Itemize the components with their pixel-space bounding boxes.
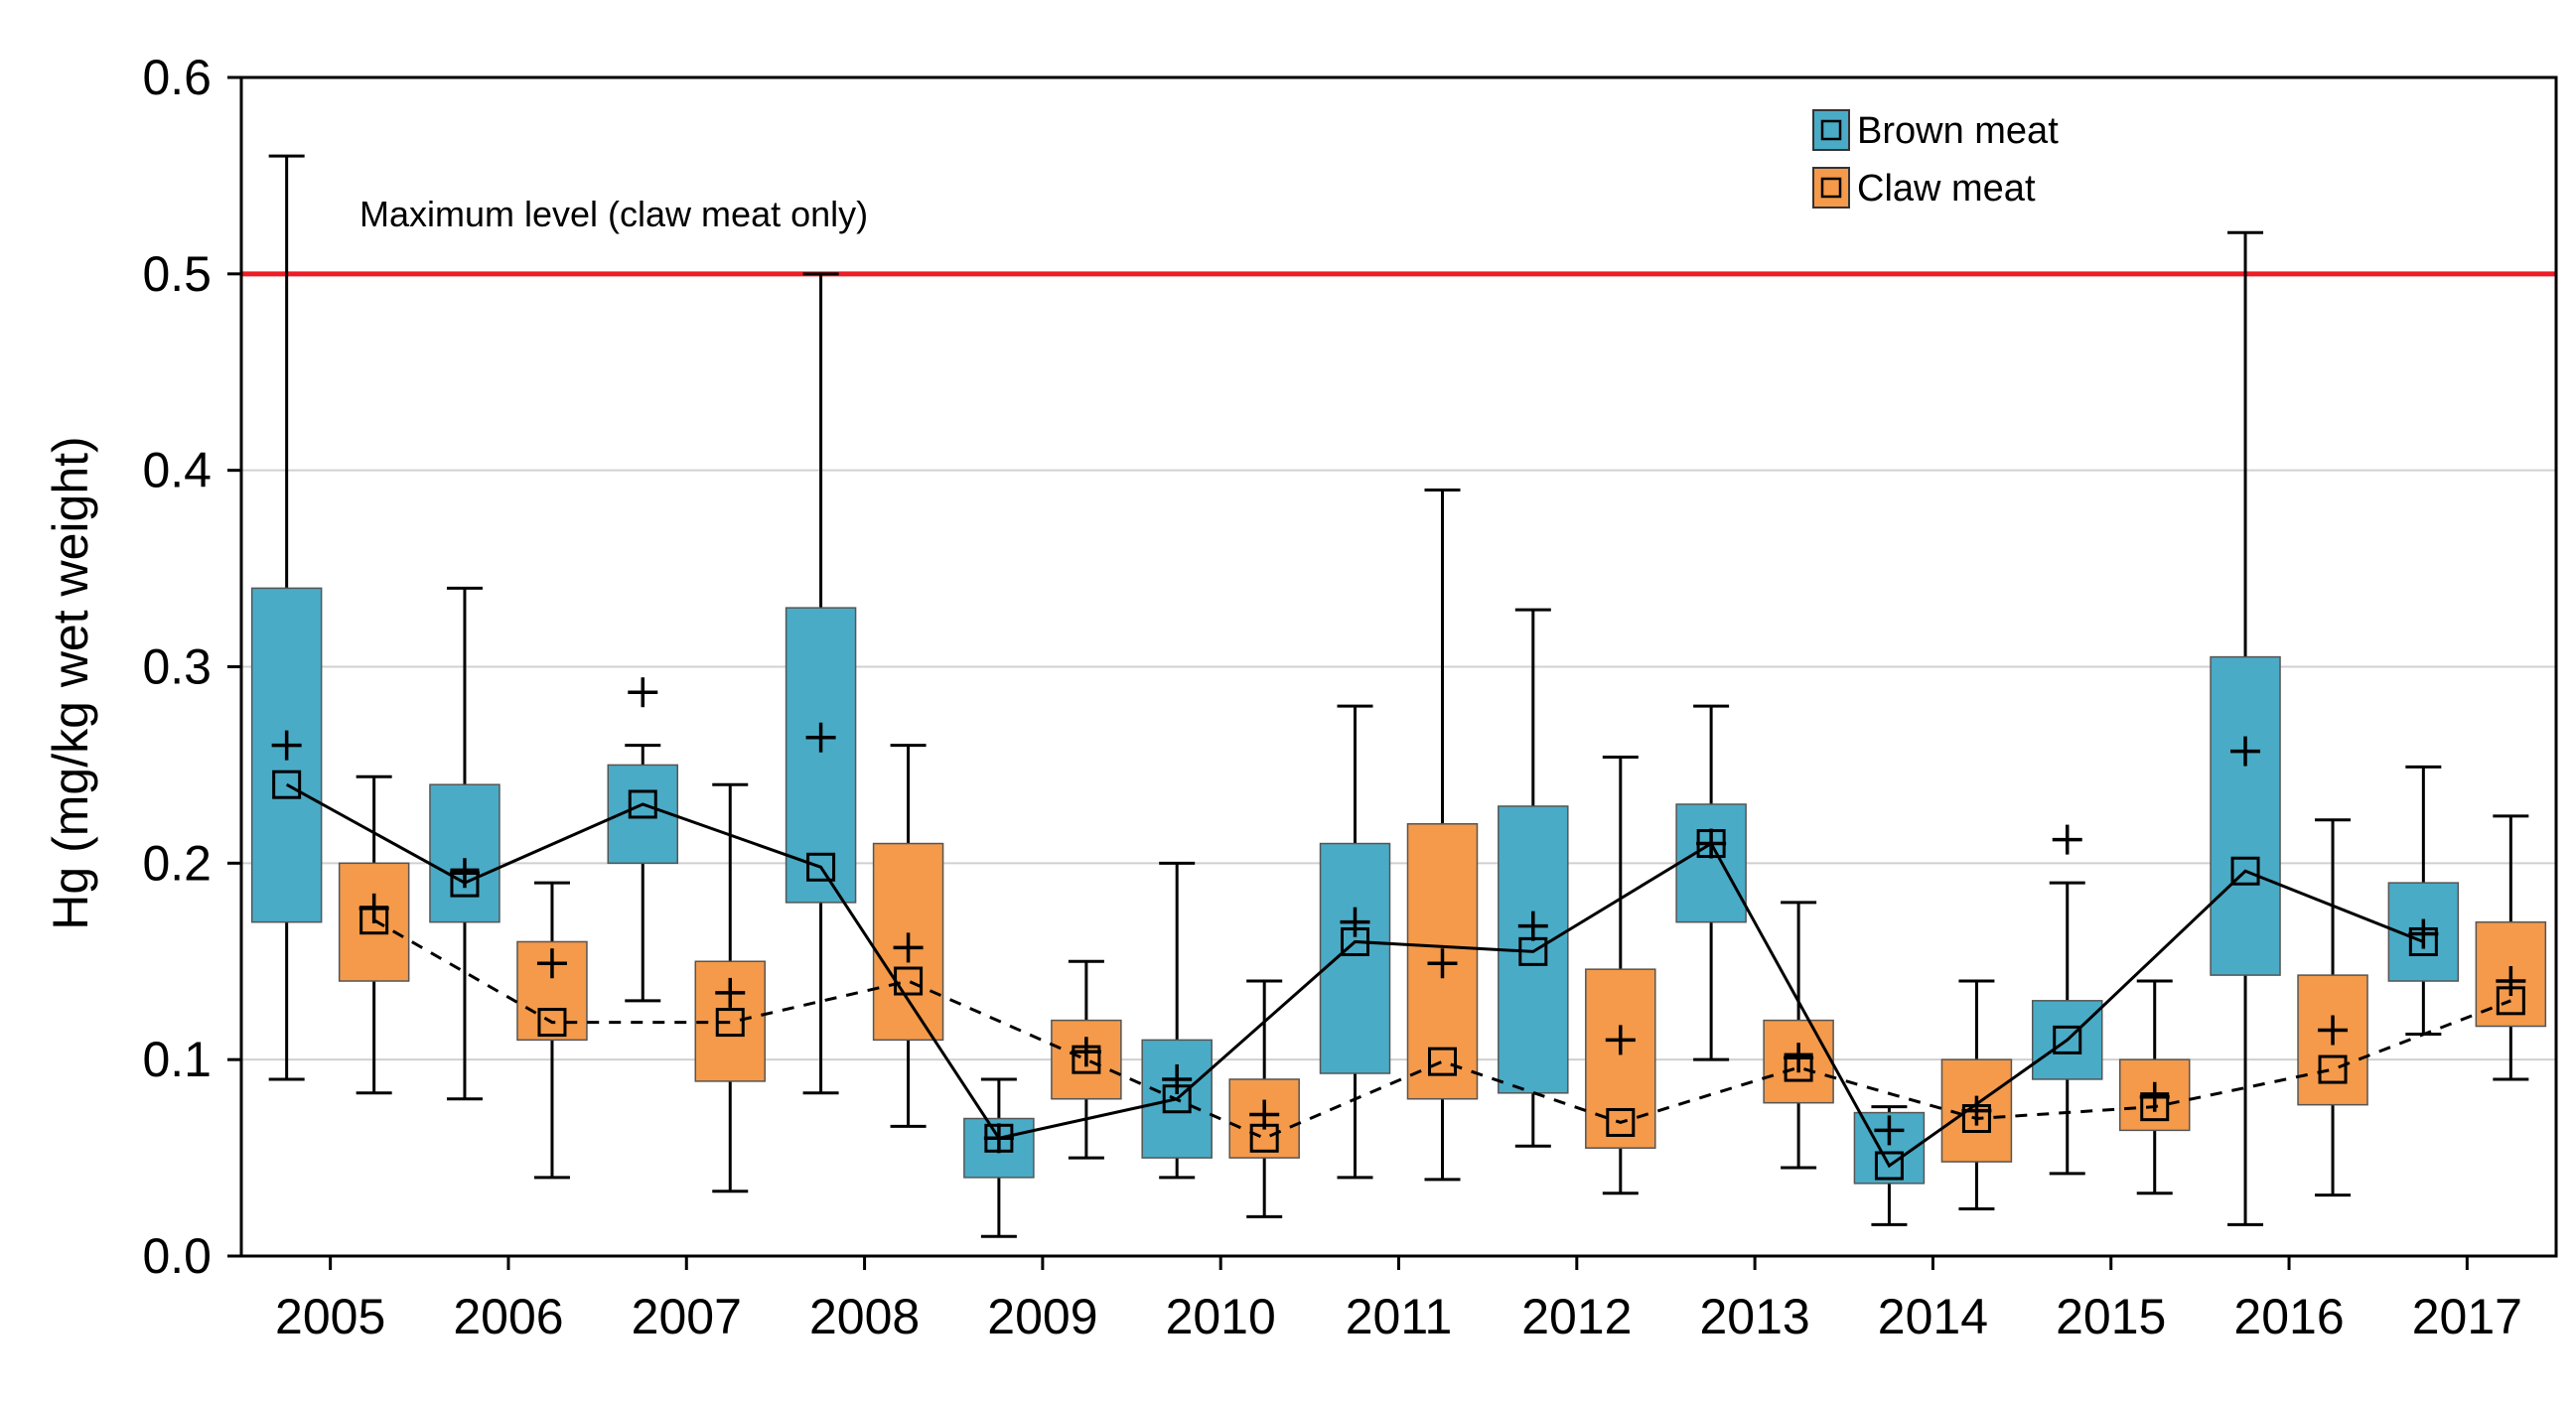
- x-tick-label: 2009: [987, 1289, 1097, 1344]
- median-marker: [806, 852, 836, 882]
- y-tick-label: 0.0: [142, 1228, 212, 1284]
- box: [429, 783, 501, 923]
- x-tick-label: 2016: [2233, 1289, 2344, 1344]
- y-tick-labels: 0.0 0.1 0.2 0.3 0.4 0.5 0.6: [142, 50, 212, 1284]
- reference-line-label-group: Maximum level (claw meat only): [359, 194, 868, 234]
- x-tick-label: 2014: [1878, 1289, 1988, 1344]
- gridlines: [241, 272, 2556, 1061]
- median-marker: [272, 770, 302, 799]
- median-marker: [1606, 1107, 1636, 1137]
- x-tick-labels: 2005 2006 2007 2008 2009 2010 2011 2012 2013 2014…: [275, 1289, 2522, 1344]
- legend: Brown meat Claw meat: [1812, 109, 2059, 210]
- box: [250, 587, 323, 923]
- x-tick-label: 2006: [453, 1289, 563, 1344]
- axes: [227, 75, 2558, 1270]
- median-marker: [1874, 1151, 1904, 1181]
- box: [1675, 803, 1747, 923]
- legend-swatch: [1812, 109, 1850, 151]
- median-marker: [2318, 1054, 2348, 1084]
- legend-swatch-marker: [1820, 177, 1842, 199]
- box-series: [250, 154, 2547, 1238]
- median-marker: [2053, 1025, 2082, 1054]
- x-tick-label: 2008: [809, 1289, 920, 1344]
- median-marker: [894, 966, 924, 996]
- box: [1585, 968, 1656, 1149]
- x-tick-label: 2005: [275, 1289, 385, 1344]
- x-tick-label: 2015: [2056, 1289, 2166, 1344]
- x-tick-label: 2010: [1166, 1289, 1276, 1344]
- reference-line-label: Maximum level (claw meat only): [359, 194, 868, 234]
- median-marker: [2230, 856, 2260, 886]
- median-marker: [537, 1008, 567, 1038]
- box: [1051, 1019, 1122, 1100]
- x-tick-label: 2012: [1521, 1289, 1632, 1344]
- median-marker: [715, 1008, 745, 1038]
- y-tick-label: 0.6: [142, 50, 212, 105]
- box: [1319, 842, 1391, 1074]
- legend-label: Brown meat: [1857, 110, 2059, 152]
- legend-swatch: [1812, 167, 1850, 209]
- box: [2210, 655, 2281, 976]
- y-tick-label: 0.5: [142, 246, 212, 302]
- x-tick-label: 2017: [2412, 1289, 2522, 1344]
- x-tick-label: 2013: [1699, 1289, 1809, 1344]
- y-tick-label: 0.2: [142, 835, 212, 891]
- legend-swatch-marker: [1820, 119, 1842, 141]
- x-tick-label: 2011: [1346, 1289, 1453, 1344]
- median-line: [285, 782, 2424, 1169]
- median-marker: [628, 789, 657, 819]
- x-tick-label: 2007: [632, 1289, 742, 1344]
- y-axis-title: Hg (mg/kg wet weight): [43, 436, 98, 929]
- y-tick-label: 0.3: [142, 639, 212, 695]
- markers: [271, 677, 2526, 1181]
- median-marker: [1428, 1047, 1457, 1076]
- y-tick-label: 0.4: [142, 443, 212, 498]
- legend-label: Claw meat: [1857, 168, 2036, 210]
- y-tick-label: 0.1: [142, 1032, 212, 1087]
